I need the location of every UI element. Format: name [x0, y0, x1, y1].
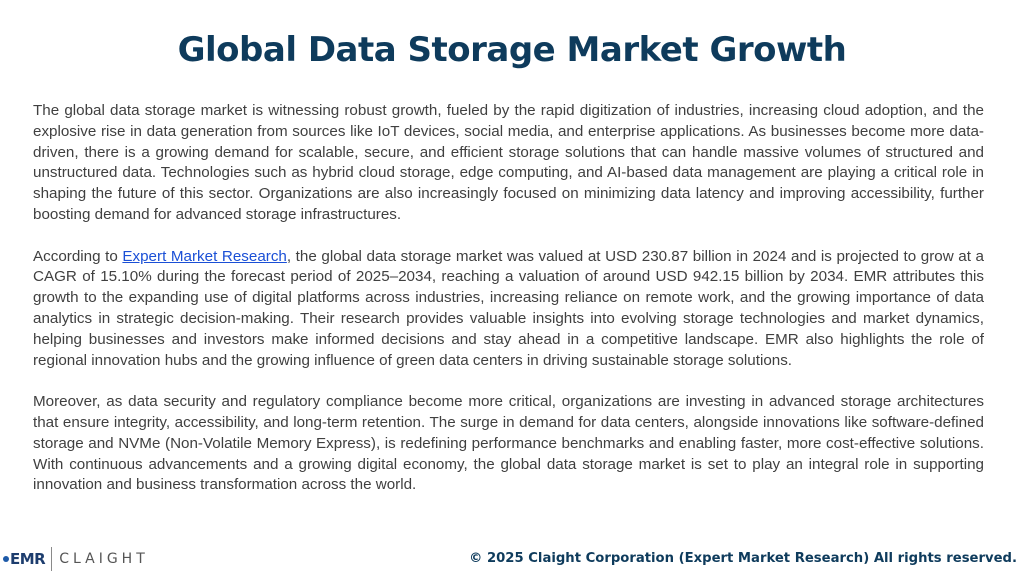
paragraph-lead-text: According to	[33, 247, 123, 265]
paragraph-emr-forecast: According to Expert Market Research, the…	[33, 247, 984, 372]
logo-claight-text: CLAIGHT	[59, 551, 149, 567]
expert-market-research-link[interactable]: Expert Market Research	[122, 247, 287, 265]
logo-divider	[51, 547, 53, 571]
paragraph-intro: The global data storage market is witnes…	[33, 102, 984, 223]
paragraph-continuation-text: , the global data storage market was val…	[33, 247, 984, 369]
emr-claight-logo: EMR CLAIGHT	[3, 544, 149, 574]
logo-dot-icon	[3, 556, 9, 562]
paragraph-outlook: Moreover, as data security and regulator…	[33, 393, 984, 494]
article-body: The global data storage market is witnes…	[33, 101, 984, 517]
page-title: Global Data Storage Market Growth	[177, 30, 847, 70]
logo-emr-text: EMR	[10, 550, 46, 568]
copyright-notice: © 2025 Claight Corporation (Expert Marke…	[469, 551, 1017, 566]
